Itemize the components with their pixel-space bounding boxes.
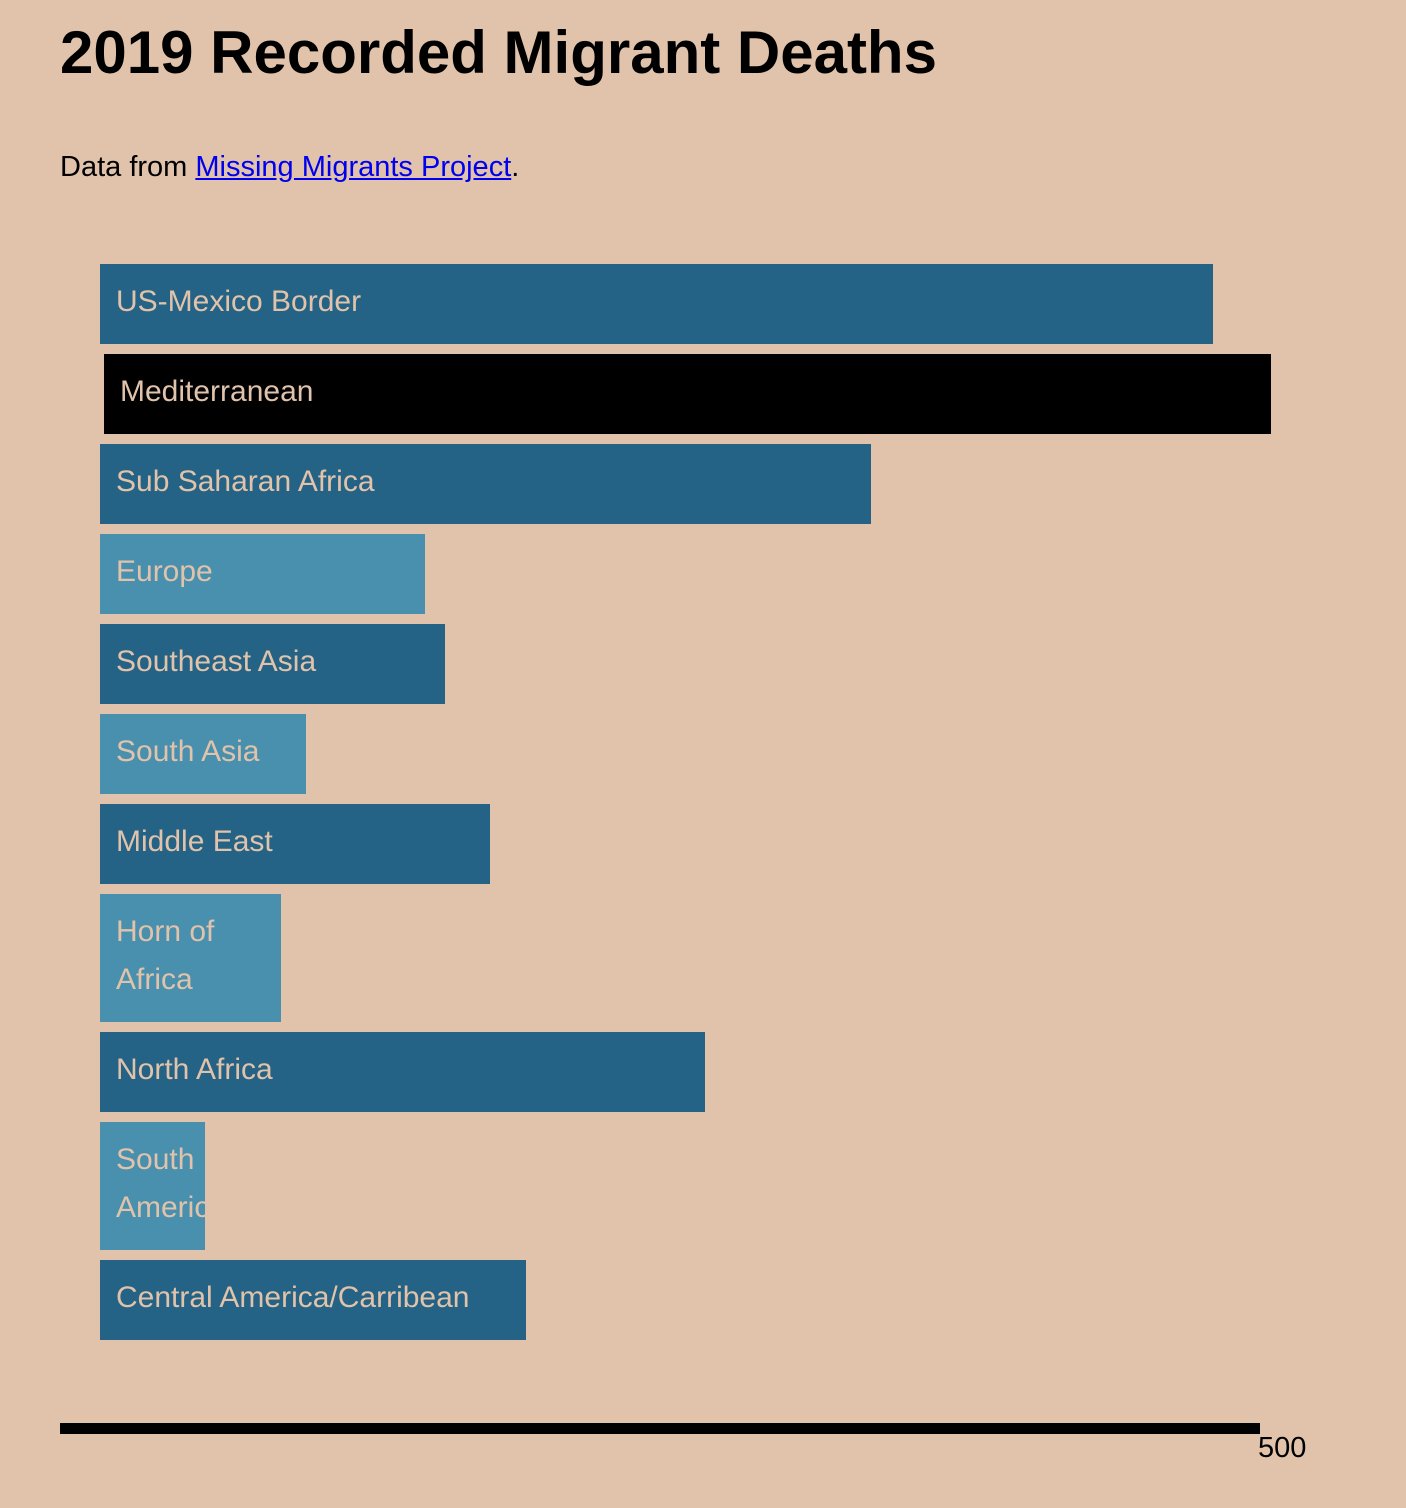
x-axis-tick-label: 500 (1258, 1432, 1307, 1464)
bar-label: Southeast Asia (116, 645, 317, 678)
bar-label: US-Mexico Border (116, 285, 362, 318)
x-axis-line (60, 1423, 1260, 1434)
bar-label: Central America/Carribean (116, 1281, 470, 1314)
bar-label: North Africa (116, 1053, 273, 1086)
source-line: Data from Missing Migrants Project. (60, 149, 519, 185)
bar-label: Mediterranean (120, 375, 314, 408)
bar-central-america-carribean[interactable]: Central America/Carribean (100, 1260, 526, 1340)
source-link[interactable]: Missing Migrants Project (195, 151, 512, 183)
bar-southeast-asia[interactable]: Southeast Asia (100, 624, 445, 704)
bar-middle-east[interactable]: Middle East (100, 804, 490, 884)
bar-label: Middle East (116, 825, 273, 858)
source-prefix: Data from (60, 151, 196, 183)
source-suffix: . (511, 151, 520, 183)
bar-south-asia[interactable]: South Asia (100, 714, 306, 794)
bar-label: Horn of Africa (116, 915, 215, 996)
bar-label: South Asia (116, 735, 260, 768)
bar-horn-of-africa[interactable]: Horn of Africa (100, 894, 281, 1022)
bar-label: Sub Saharan Africa (116, 465, 375, 498)
bar-label: South America (116, 1143, 205, 1224)
bar-sub-saharan-africa[interactable]: Sub Saharan Africa (100, 444, 871, 524)
bar-label: Europe (116, 555, 213, 588)
bar-us-mexico-border[interactable]: US-Mexico Border (100, 264, 1213, 344)
bar-europe[interactable]: Europe (100, 534, 425, 614)
bar-mediterranean[interactable]: Mediterranean (104, 354, 1271, 434)
bar-south-america[interactable]: South America (100, 1122, 205, 1250)
bar-north-africa[interactable]: North Africa (100, 1032, 705, 1112)
page-title: 2019 Recorded Migrant Deaths (60, 19, 937, 86)
